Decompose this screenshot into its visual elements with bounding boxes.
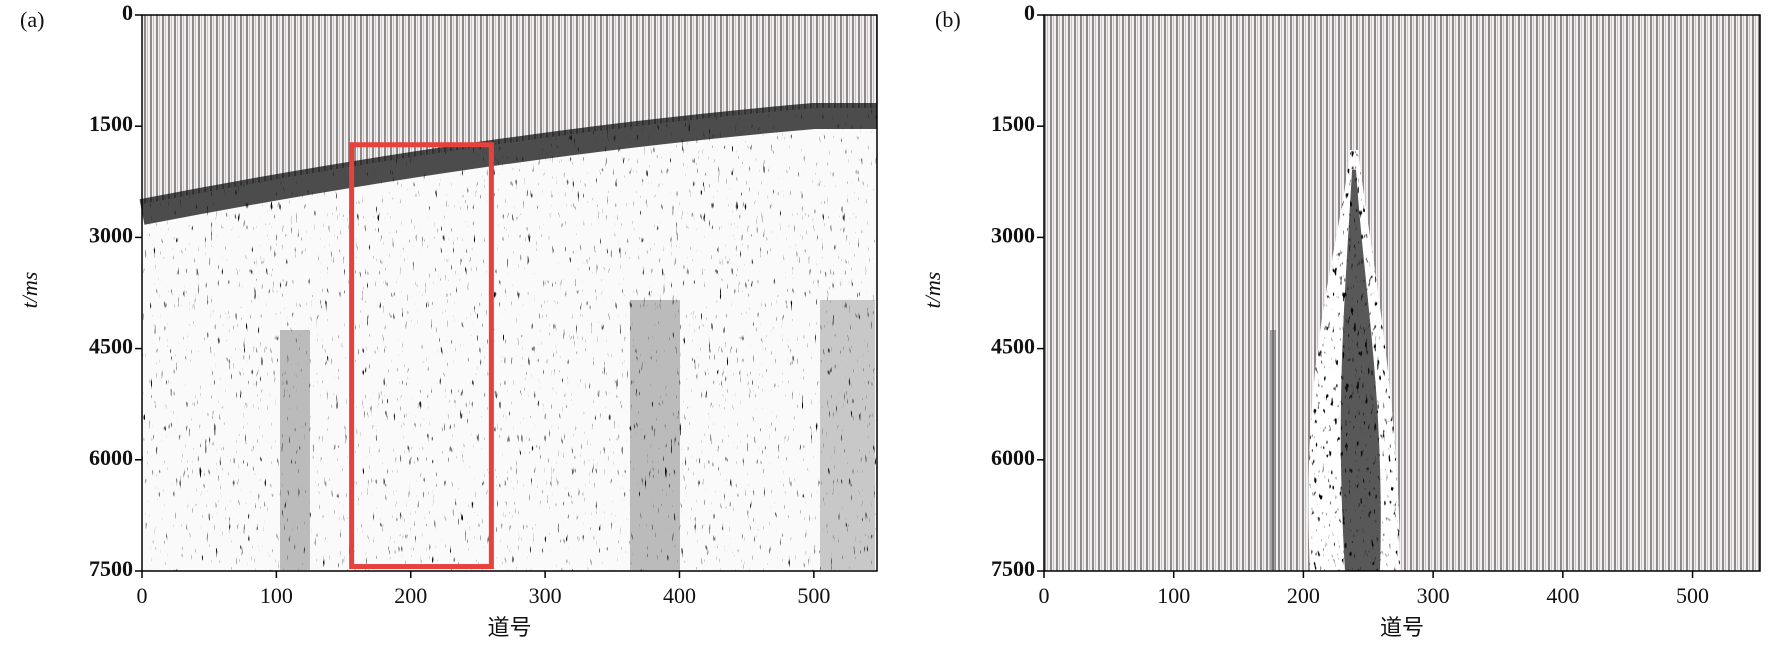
y-tick-label: 4500	[991, 334, 1035, 359]
x-tick-label: 200	[1287, 583, 1320, 608]
x-tick-label: 100	[1157, 583, 1190, 608]
x-tick-label: 0	[137, 583, 148, 608]
x-tick-label: 400	[1546, 583, 1579, 608]
y-axis-label: t/ms	[920, 272, 945, 309]
seismic-image-b	[1044, 15, 1760, 571]
y-tick-label: 4500	[89, 334, 133, 359]
x-tick-label: 300	[529, 583, 562, 608]
x-axis-label: 道号	[487, 615, 531, 640]
x-tick-label: 500	[1676, 583, 1709, 608]
x-tick-label: 200	[394, 583, 427, 608]
y-tick-label: 1500	[991, 111, 1035, 136]
y-tick-label: 1500	[89, 111, 133, 136]
y-tick-label: 7500	[991, 556, 1035, 581]
x-tick-label: 500	[797, 583, 830, 608]
panel-label: (b)	[935, 7, 961, 32]
x-tick-label: 100	[260, 583, 293, 608]
y-tick-label: 0	[1024, 0, 1035, 25]
panel-label: (a)	[20, 7, 44, 32]
x-tick-label: 400	[663, 583, 696, 608]
x-axis-label: 道号	[1380, 615, 1424, 640]
x-tick-label: 300	[1417, 583, 1450, 608]
axes-layer: 0 100 200 300 400 500015003000450060007500道号t…	[17, 0, 1761, 640]
y-tick-label: 3000	[89, 222, 133, 247]
y-tick-label: 6000	[991, 445, 1035, 470]
y-tick-label: 6000	[89, 445, 133, 470]
y-tick-label: 7500	[89, 556, 133, 581]
y-tick-label: 3000	[991, 222, 1035, 247]
seismic-image-a	[139, 15, 877, 571]
highlight-box	[349, 142, 494, 570]
plot-frame	[1043, 14, 1761, 572]
x-tick-label: 0	[1039, 583, 1050, 608]
y-tick-label: 0	[122, 0, 133, 25]
plot-frame	[141, 14, 878, 572]
y-axis-label: t/ms	[17, 272, 42, 309]
